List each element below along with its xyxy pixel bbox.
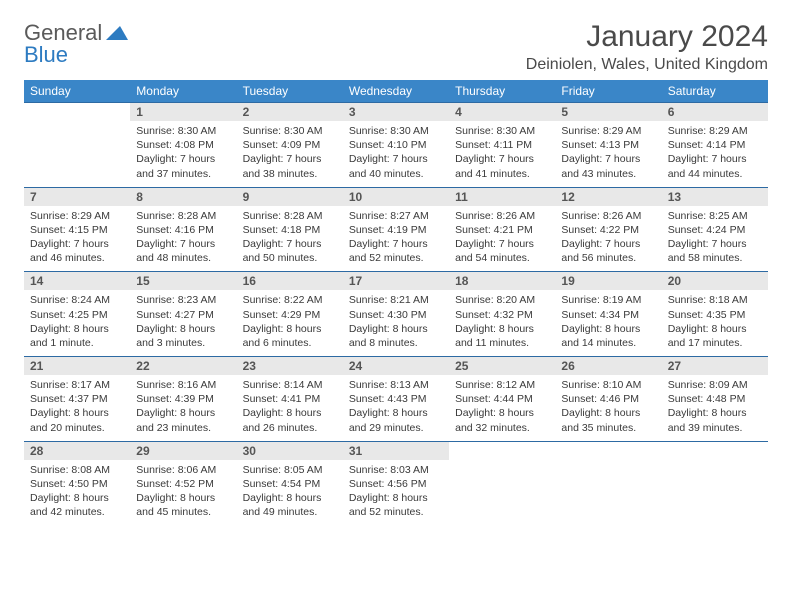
month-title: January 2024 — [526, 20, 768, 54]
daynum-row: 21222324252627 — [24, 357, 768, 376]
day-number: 8 — [130, 187, 236, 206]
day-detail: Sunrise: 8:14 AMSunset: 4:41 PMDaylight:… — [237, 375, 343, 441]
day-number: 1 — [130, 103, 236, 122]
daynum-row: 14151617181920 — [24, 272, 768, 291]
day-number: 26 — [555, 357, 661, 376]
day-detail — [449, 460, 555, 526]
day-number — [449, 441, 555, 460]
day-detail: Sunrise: 8:09 AMSunset: 4:48 PMDaylight:… — [662, 375, 768, 441]
day-detail — [555, 460, 661, 526]
day-detail: Sunrise: 8:10 AMSunset: 4:46 PMDaylight:… — [555, 375, 661, 441]
daynum-row: 123456 — [24, 103, 768, 122]
day-number: 31 — [343, 441, 449, 460]
day-number: 23 — [237, 357, 343, 376]
day-number: 11 — [449, 187, 555, 206]
day-detail: Sunrise: 8:06 AMSunset: 4:52 PMDaylight:… — [130, 460, 236, 526]
weekday-header: Saturday — [662, 80, 768, 103]
day-detail: Sunrise: 8:21 AMSunset: 4:30 PMDaylight:… — [343, 290, 449, 356]
day-number: 5 — [555, 103, 661, 122]
day-number: 27 — [662, 357, 768, 376]
day-detail: Sunrise: 8:26 AMSunset: 4:21 PMDaylight:… — [449, 206, 555, 272]
weekday-header: Friday — [555, 80, 661, 103]
day-number: 29 — [130, 441, 236, 460]
day-number: 28 — [24, 441, 130, 460]
weekday-header: Thursday — [449, 80, 555, 103]
weekday-header-row: SundayMondayTuesdayWednesdayThursdayFrid… — [24, 80, 768, 103]
day-detail: Sunrise: 8:29 AMSunset: 4:14 PMDaylight:… — [662, 121, 768, 187]
day-number: 7 — [24, 187, 130, 206]
calendar-table: SundayMondayTuesdayWednesdayThursdayFrid… — [24, 80, 768, 525]
day-number: 17 — [343, 272, 449, 291]
day-number: 18 — [449, 272, 555, 291]
day-detail: Sunrise: 8:29 AMSunset: 4:13 PMDaylight:… — [555, 121, 661, 187]
day-detail: Sunrise: 8:17 AMSunset: 4:37 PMDaylight:… — [24, 375, 130, 441]
location-subtitle: Deiniolen, Wales, United Kingdom — [526, 56, 768, 74]
day-number: 12 — [555, 187, 661, 206]
day-detail — [662, 460, 768, 526]
weekday-header: Tuesday — [237, 80, 343, 103]
day-number: 16 — [237, 272, 343, 291]
day-detail: Sunrise: 8:26 AMSunset: 4:22 PMDaylight:… — [555, 206, 661, 272]
detail-row: Sunrise: 8:08 AMSunset: 4:50 PMDaylight:… — [24, 460, 768, 526]
brand-text-blue: Blue — [24, 42, 68, 68]
day-number: 13 — [662, 187, 768, 206]
day-number: 30 — [237, 441, 343, 460]
day-detail: Sunrise: 8:18 AMSunset: 4:35 PMDaylight:… — [662, 290, 768, 356]
day-number: 21 — [24, 357, 130, 376]
detail-row: Sunrise: 8:24 AMSunset: 4:25 PMDaylight:… — [24, 290, 768, 356]
day-detail: Sunrise: 8:13 AMSunset: 4:43 PMDaylight:… — [343, 375, 449, 441]
day-detail: Sunrise: 8:22 AMSunset: 4:29 PMDaylight:… — [237, 290, 343, 356]
day-number: 2 — [237, 103, 343, 122]
title-block: January 2024 Deiniolen, Wales, United Ki… — [526, 20, 768, 74]
day-number: 20 — [662, 272, 768, 291]
day-detail: Sunrise: 8:03 AMSunset: 4:56 PMDaylight:… — [343, 460, 449, 526]
header: General January 2024 Deiniolen, Wales, U… — [24, 20, 768, 74]
day-detail: Sunrise: 8:05 AMSunset: 4:54 PMDaylight:… — [237, 460, 343, 526]
day-detail: Sunrise: 8:30 AMSunset: 4:08 PMDaylight:… — [130, 121, 236, 187]
day-number: 19 — [555, 272, 661, 291]
day-number: 10 — [343, 187, 449, 206]
day-detail: Sunrise: 8:23 AMSunset: 4:27 PMDaylight:… — [130, 290, 236, 356]
day-detail — [24, 121, 130, 187]
day-detail: Sunrise: 8:24 AMSunset: 4:25 PMDaylight:… — [24, 290, 130, 356]
day-detail: Sunrise: 8:25 AMSunset: 4:24 PMDaylight:… — [662, 206, 768, 272]
day-detail: Sunrise: 8:16 AMSunset: 4:39 PMDaylight:… — [130, 375, 236, 441]
daynum-row: 78910111213 — [24, 187, 768, 206]
day-detail: Sunrise: 8:08 AMSunset: 4:50 PMDaylight:… — [24, 460, 130, 526]
weekday-header: Sunday — [24, 80, 130, 103]
day-number: 24 — [343, 357, 449, 376]
day-number — [555, 441, 661, 460]
day-number — [662, 441, 768, 460]
day-number — [24, 103, 130, 122]
detail-row: Sunrise: 8:30 AMSunset: 4:08 PMDaylight:… — [24, 121, 768, 187]
weekday-header: Monday — [130, 80, 236, 103]
daynum-row: 28293031 — [24, 441, 768, 460]
weekday-header: Wednesday — [343, 80, 449, 103]
day-detail: Sunrise: 8:12 AMSunset: 4:44 PMDaylight:… — [449, 375, 555, 441]
day-detail: Sunrise: 8:29 AMSunset: 4:15 PMDaylight:… — [24, 206, 130, 272]
day-number: 3 — [343, 103, 449, 122]
day-detail: Sunrise: 8:19 AMSunset: 4:34 PMDaylight:… — [555, 290, 661, 356]
day-detail: Sunrise: 8:30 AMSunset: 4:11 PMDaylight:… — [449, 121, 555, 187]
day-detail: Sunrise: 8:28 AMSunset: 4:18 PMDaylight:… — [237, 206, 343, 272]
day-number: 9 — [237, 187, 343, 206]
day-number: 4 — [449, 103, 555, 122]
day-number: 15 — [130, 272, 236, 291]
detail-row: Sunrise: 8:17 AMSunset: 4:37 PMDaylight:… — [24, 375, 768, 441]
day-number: 22 — [130, 357, 236, 376]
day-detail: Sunrise: 8:30 AMSunset: 4:10 PMDaylight:… — [343, 121, 449, 187]
day-detail: Sunrise: 8:20 AMSunset: 4:32 PMDaylight:… — [449, 290, 555, 356]
day-detail: Sunrise: 8:30 AMSunset: 4:09 PMDaylight:… — [237, 121, 343, 187]
brand-triangle-icon — [106, 24, 128, 45]
day-number: 14 — [24, 272, 130, 291]
day-number: 6 — [662, 103, 768, 122]
detail-row: Sunrise: 8:29 AMSunset: 4:15 PMDaylight:… — [24, 206, 768, 272]
day-number: 25 — [449, 357, 555, 376]
day-detail: Sunrise: 8:28 AMSunset: 4:16 PMDaylight:… — [130, 206, 236, 272]
day-detail: Sunrise: 8:27 AMSunset: 4:19 PMDaylight:… — [343, 206, 449, 272]
